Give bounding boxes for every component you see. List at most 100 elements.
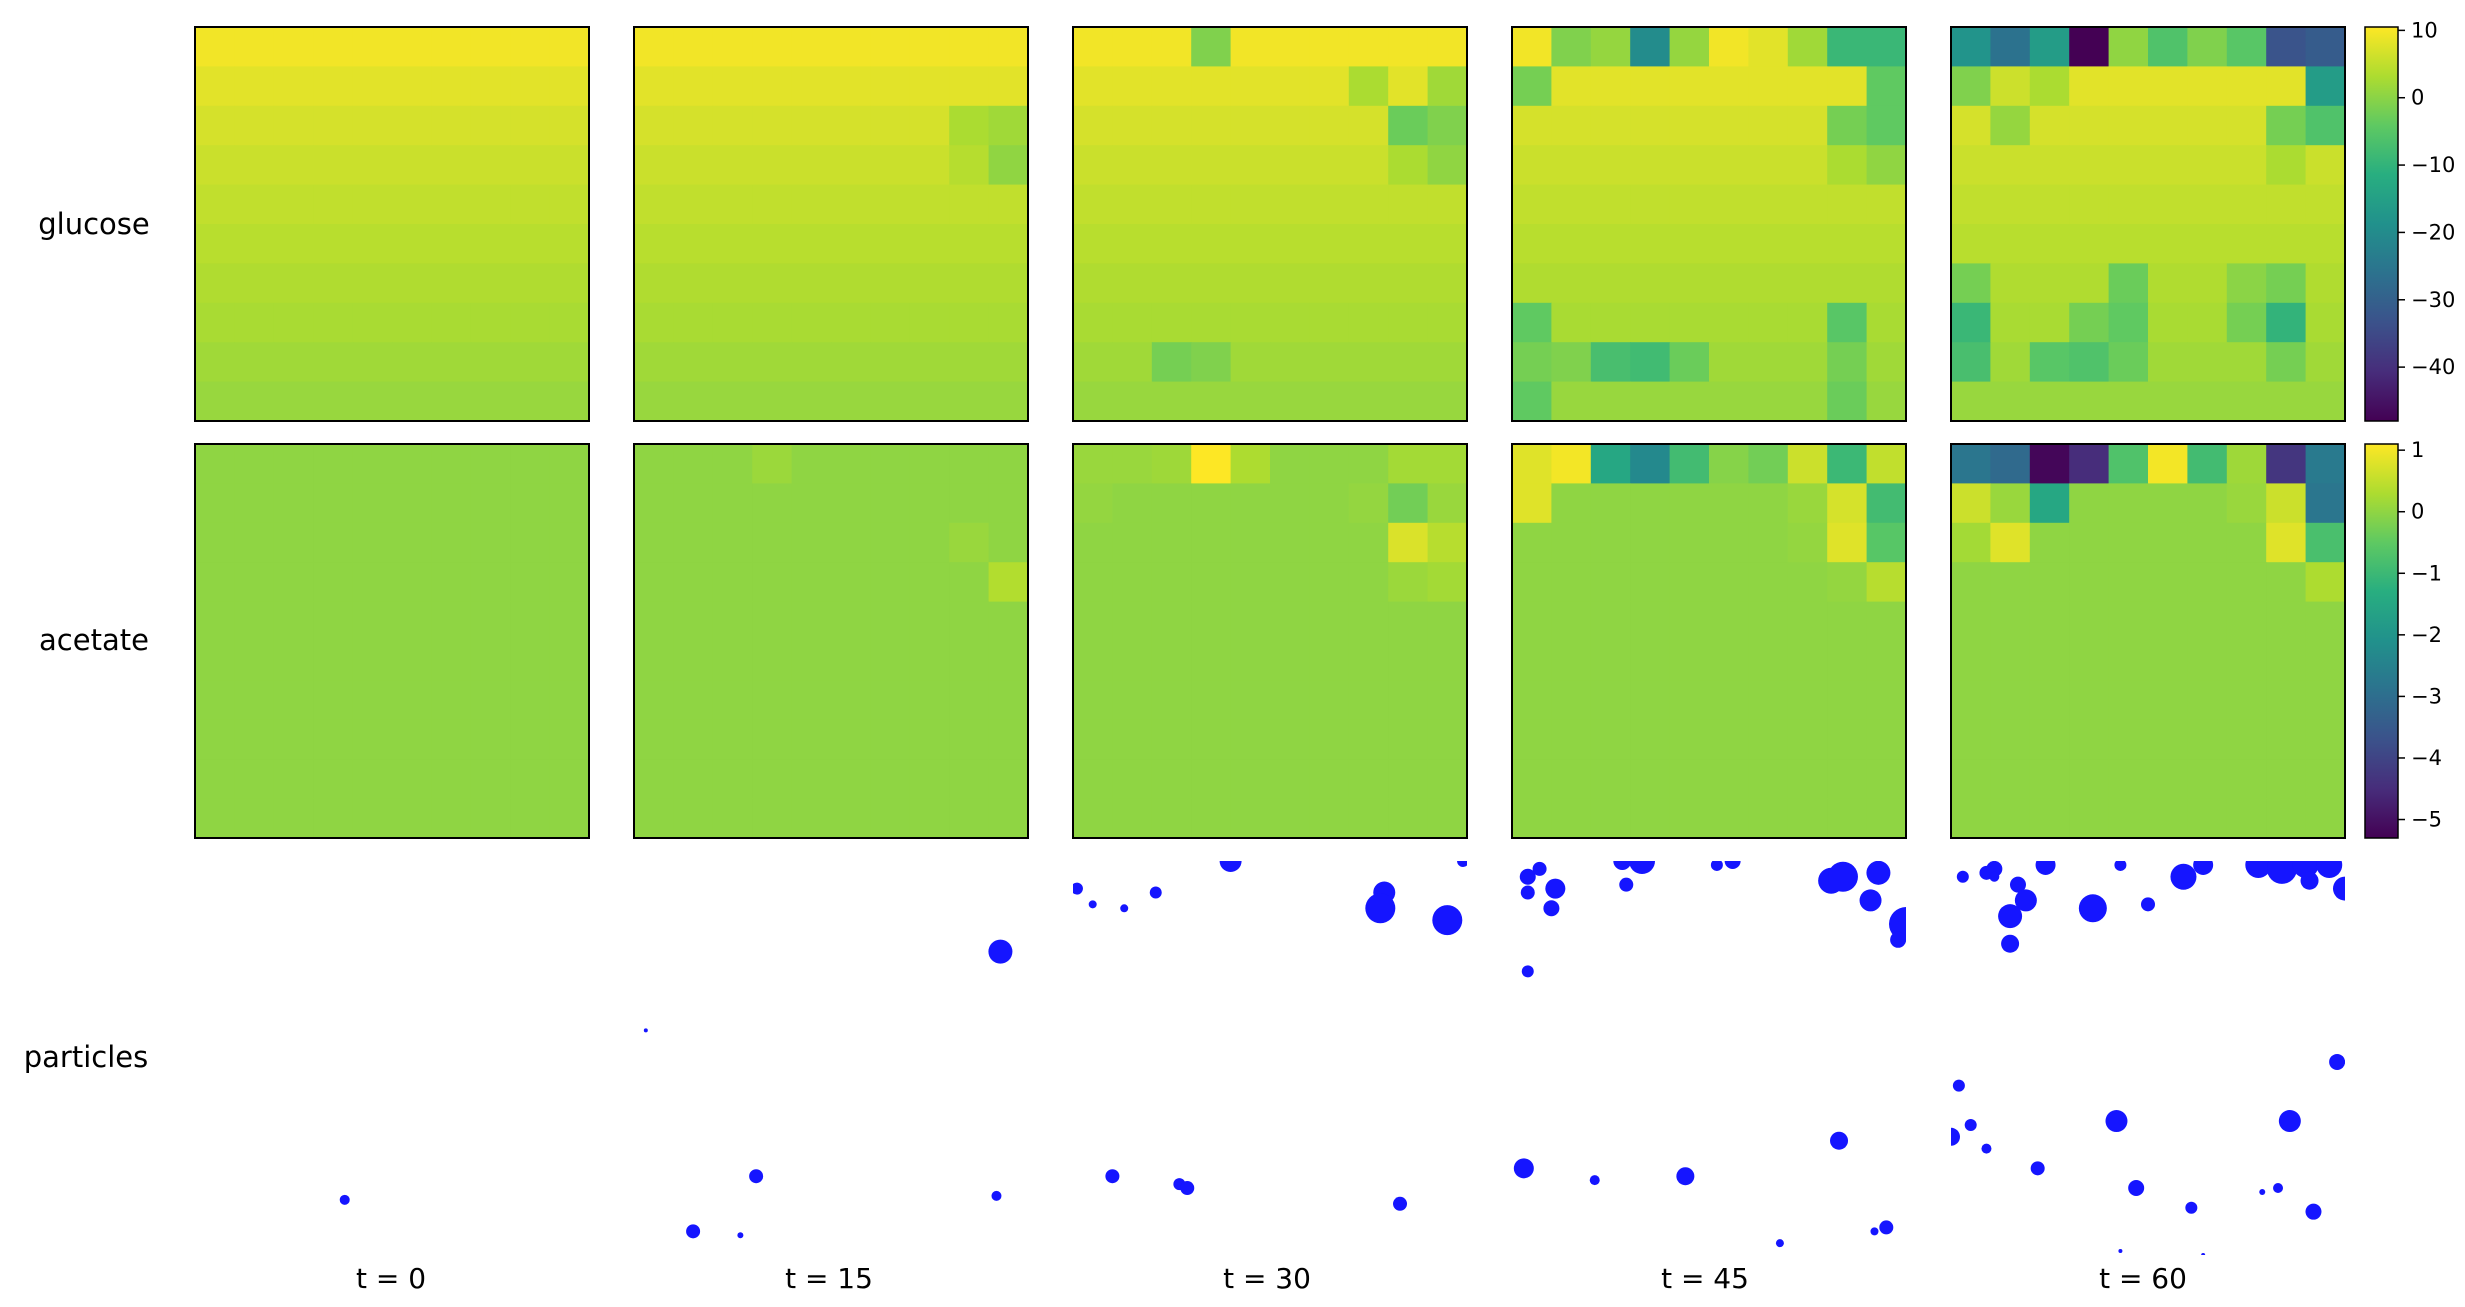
heatmap-cell [1748,184,1789,225]
heatmap-cell [673,719,714,760]
heatmap-cell [1112,105,1153,146]
heatmap-cell [1191,719,1232,760]
heatmap-cell [1990,601,2031,642]
heatmap-cell [2108,342,2149,383]
heatmap-cell [949,759,990,800]
heatmap-cell [431,522,472,563]
heatmap-cell [673,342,714,383]
heatmap-cell [2266,759,2307,800]
heatmap-cell [470,522,511,563]
heatmap-cell [2226,562,2267,603]
heatmap-cell [1512,444,1552,484]
heatmap-cell [2069,798,2110,839]
heatmap-cell [2266,483,2307,524]
heatmap-cell [1551,641,1592,681]
heatmap-cell [831,105,871,146]
heatmap-cell [195,66,235,107]
particle [1629,861,1656,874]
heatmap-cell [392,444,432,484]
heatmap-cell [791,381,832,422]
heatmap-cell [870,444,911,484]
heatmap-cell [2266,66,2307,107]
heatmap-cell [1787,680,1828,721]
particle [737,1232,744,1239]
heatmap-cell [909,145,950,186]
heatmap-cell [1230,641,1271,681]
heatmap-cell [2226,66,2267,107]
heatmap-cell [1951,263,1991,304]
heatmap-cell [2148,263,2188,304]
heatmap-cell [1590,27,1631,67]
heatmap-cell [673,105,714,146]
heatmap-cell [1709,601,1749,642]
heatmap-cell [2187,798,2228,839]
particles-t0 [339,1194,350,1205]
heatmap-cell [1427,27,1468,67]
heatmap-cell [2108,27,2149,67]
heatmap-cell [1748,302,1789,343]
heatmap-cell [1630,66,1671,107]
heatmap-cell [1630,302,1671,343]
heatmap-cell [1388,798,1429,839]
heatmap-cell [1270,302,1310,343]
heatmap-cell [2305,27,2346,67]
heatmap-cell [1388,27,1429,67]
particle [1123,848,1133,858]
heatmap-cell [1309,483,1350,524]
heatmap-cell [831,145,871,186]
heatmap-cell [1951,302,1991,343]
particle-panels [339,848,2345,1255]
particle [1981,1143,1992,1154]
heatmap-cell [273,381,314,422]
heatmap-cell [791,522,832,563]
heatmap-cell [2266,680,2307,721]
heatmap-cell [1669,483,1710,524]
heatmap-cell [2108,759,2149,800]
heatmap-cell [1669,224,1710,264]
heatmap-cell [1630,184,1671,225]
colorbar-acetate-ramp [2364,443,2399,839]
heatmap-acetate-t30 [1072,443,1468,839]
heatmap-cell [431,483,472,524]
heatmap-cell [870,601,911,642]
heatmap-cell [2305,641,2346,681]
heatmap-cell [2305,381,2346,422]
heatmap-cell [1427,522,1468,563]
heatmap-cell [1151,105,1192,146]
heatmap-cell [1590,302,1631,343]
heatmap-cell [2187,759,2228,800]
heatmap-cell [2069,719,2110,760]
heatmap-cell [1388,680,1429,721]
heatmap-cell [195,601,235,642]
panel-frame [1950,26,2346,422]
heatmap-cell [352,105,393,146]
heatmap-cell [1551,601,1592,642]
heatmap-cell [510,66,551,107]
heatmap-cell [549,483,590,524]
heatmap-cell [2305,302,2346,343]
heatmap-cell [2305,184,2346,225]
heatmap-cell [2187,27,2228,67]
heatmap-cell [2029,145,2070,186]
particle [988,939,1013,964]
heatmap-cell [195,224,235,264]
time-label-0: t = 0 [356,1262,426,1295]
heatmap-cell [1309,66,1350,107]
heatmap-cell [549,601,590,642]
heatmap-cell [988,522,1029,563]
heatmap-cell [1787,381,1828,422]
heatmap-cell [234,483,275,524]
heatmap-cell [752,798,793,839]
heatmap-cell [273,444,314,484]
heatmap-cell [470,224,511,264]
heatmap-cell [1348,641,1389,681]
heatmap-cell [1787,641,1828,681]
heatmap-cell [1427,641,1468,681]
heatmap-cell [1388,302,1429,343]
heatmap-cell [2029,719,2070,760]
heatmap-cell [2069,381,2110,422]
heatmap-cell [1669,66,1710,107]
heatmap-cell [1669,27,1710,67]
heatmap-cell [634,224,674,264]
